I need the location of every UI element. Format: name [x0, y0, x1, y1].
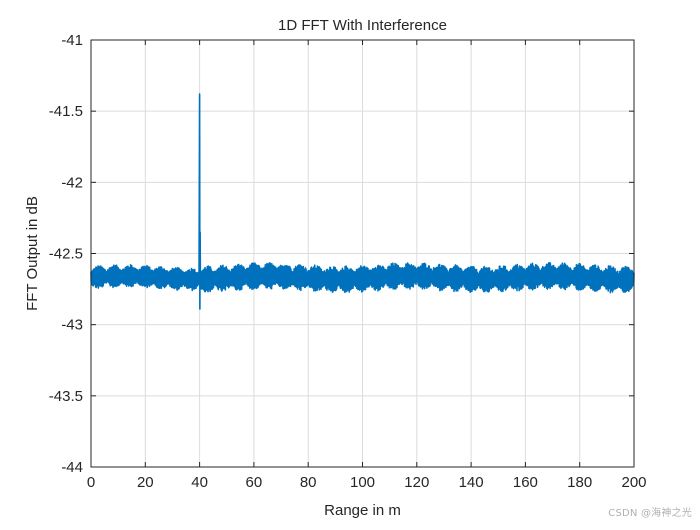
x-tick-label: 20 — [137, 474, 154, 491]
x-tick-label: 60 — [246, 474, 263, 491]
y-tick-label: -43 — [61, 317, 83, 334]
x-tick-label: 40 — [191, 474, 208, 491]
chart-title: 1D FFT With Interference — [278, 17, 447, 34]
x-axis-label: Range in m — [324, 502, 401, 519]
x-tick-label: 200 — [621, 474, 646, 491]
y-axis-label: FFT Output in dB — [24, 196, 41, 311]
x-tick-label: 120 — [404, 474, 429, 491]
x-tick-label: 140 — [459, 474, 484, 491]
x-tick-label: 80 — [300, 474, 317, 491]
x-tick-label: 180 — [567, 474, 592, 491]
x-tick-label: 100 — [350, 474, 375, 491]
x-tick-label: 160 — [513, 474, 538, 491]
y-tick-label: -42.5 — [49, 246, 83, 263]
y-tick-label: -42 — [61, 174, 83, 191]
y-tick-label: -41 — [61, 32, 83, 49]
y-tick-label: -44 — [61, 459, 83, 476]
y-tick-label: -43.5 — [49, 388, 83, 405]
watermark-text: CSDN @海神之光 — [608, 504, 692, 519]
x-tick-label: 0 — [87, 474, 95, 491]
y-tick-label: -41.5 — [49, 103, 83, 120]
